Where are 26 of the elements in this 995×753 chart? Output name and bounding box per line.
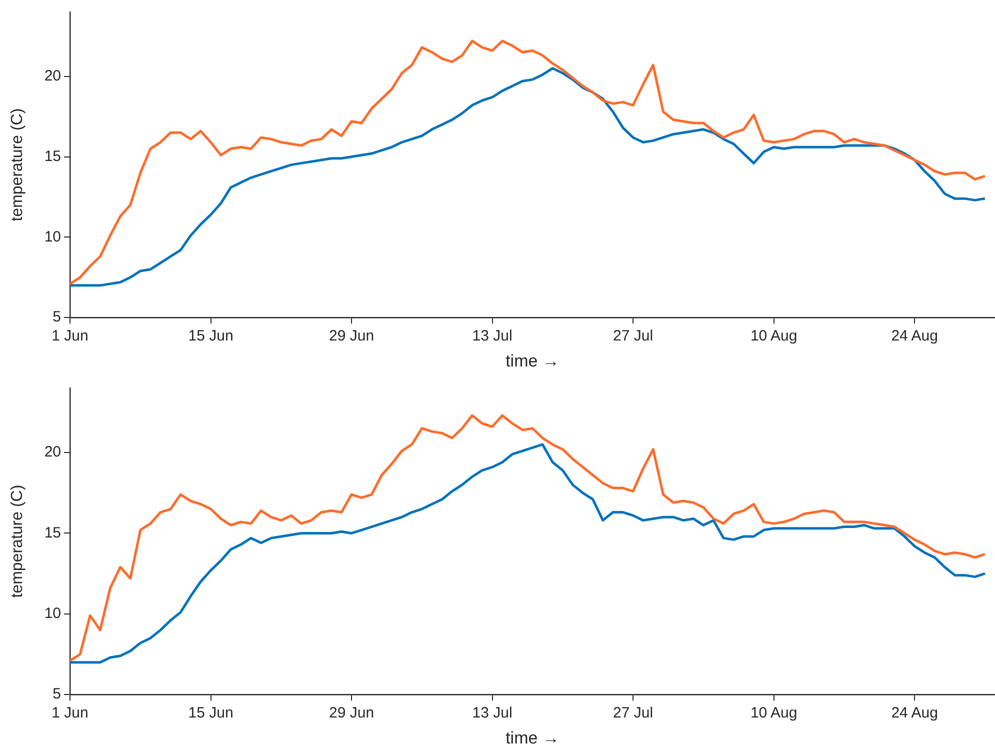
y-tick-label: 5 [52,308,61,326]
y-tick-label: 5 [52,686,61,703]
x-tick-label: 13 Jul [472,704,512,722]
x-tick-label: 27 Jul [613,704,654,722]
x-tick-label: 10 Aug [750,328,798,345]
x-tick-label: 1 Jun [52,704,88,722]
x-tick-label: 15 Jun [188,328,234,345]
x-axis-title: time → [506,728,560,748]
x-axis-title: time → [506,351,560,370]
x-tick-label: 29 Jun [329,328,374,345]
x-tick-label: 29 Jun [329,704,374,722]
y-tick-label: 10 [44,228,61,246]
y-tick-label: 20 [44,67,61,84]
x-tick-label: 15 Jun [188,704,234,722]
x-tick-label: 1 Jun [52,328,88,345]
x-tick-label: 27 Jul [613,328,654,345]
x-tick-label: 10 Aug [750,704,798,722]
y-axis-title: temperature (C) [9,108,26,222]
x-tick-label: 13 Jul [472,328,512,345]
y-tick-label: 15 [44,524,61,542]
y-axis-title: temperature (C) [9,484,26,598]
y-tick-label: 10 [44,605,61,622]
y-tick-label: 20 [44,444,61,461]
x-tick-label: 24 Aug [891,328,938,345]
x-tick-label: 24 Aug [891,704,938,722]
y-tick-label: 15 [44,148,61,165]
